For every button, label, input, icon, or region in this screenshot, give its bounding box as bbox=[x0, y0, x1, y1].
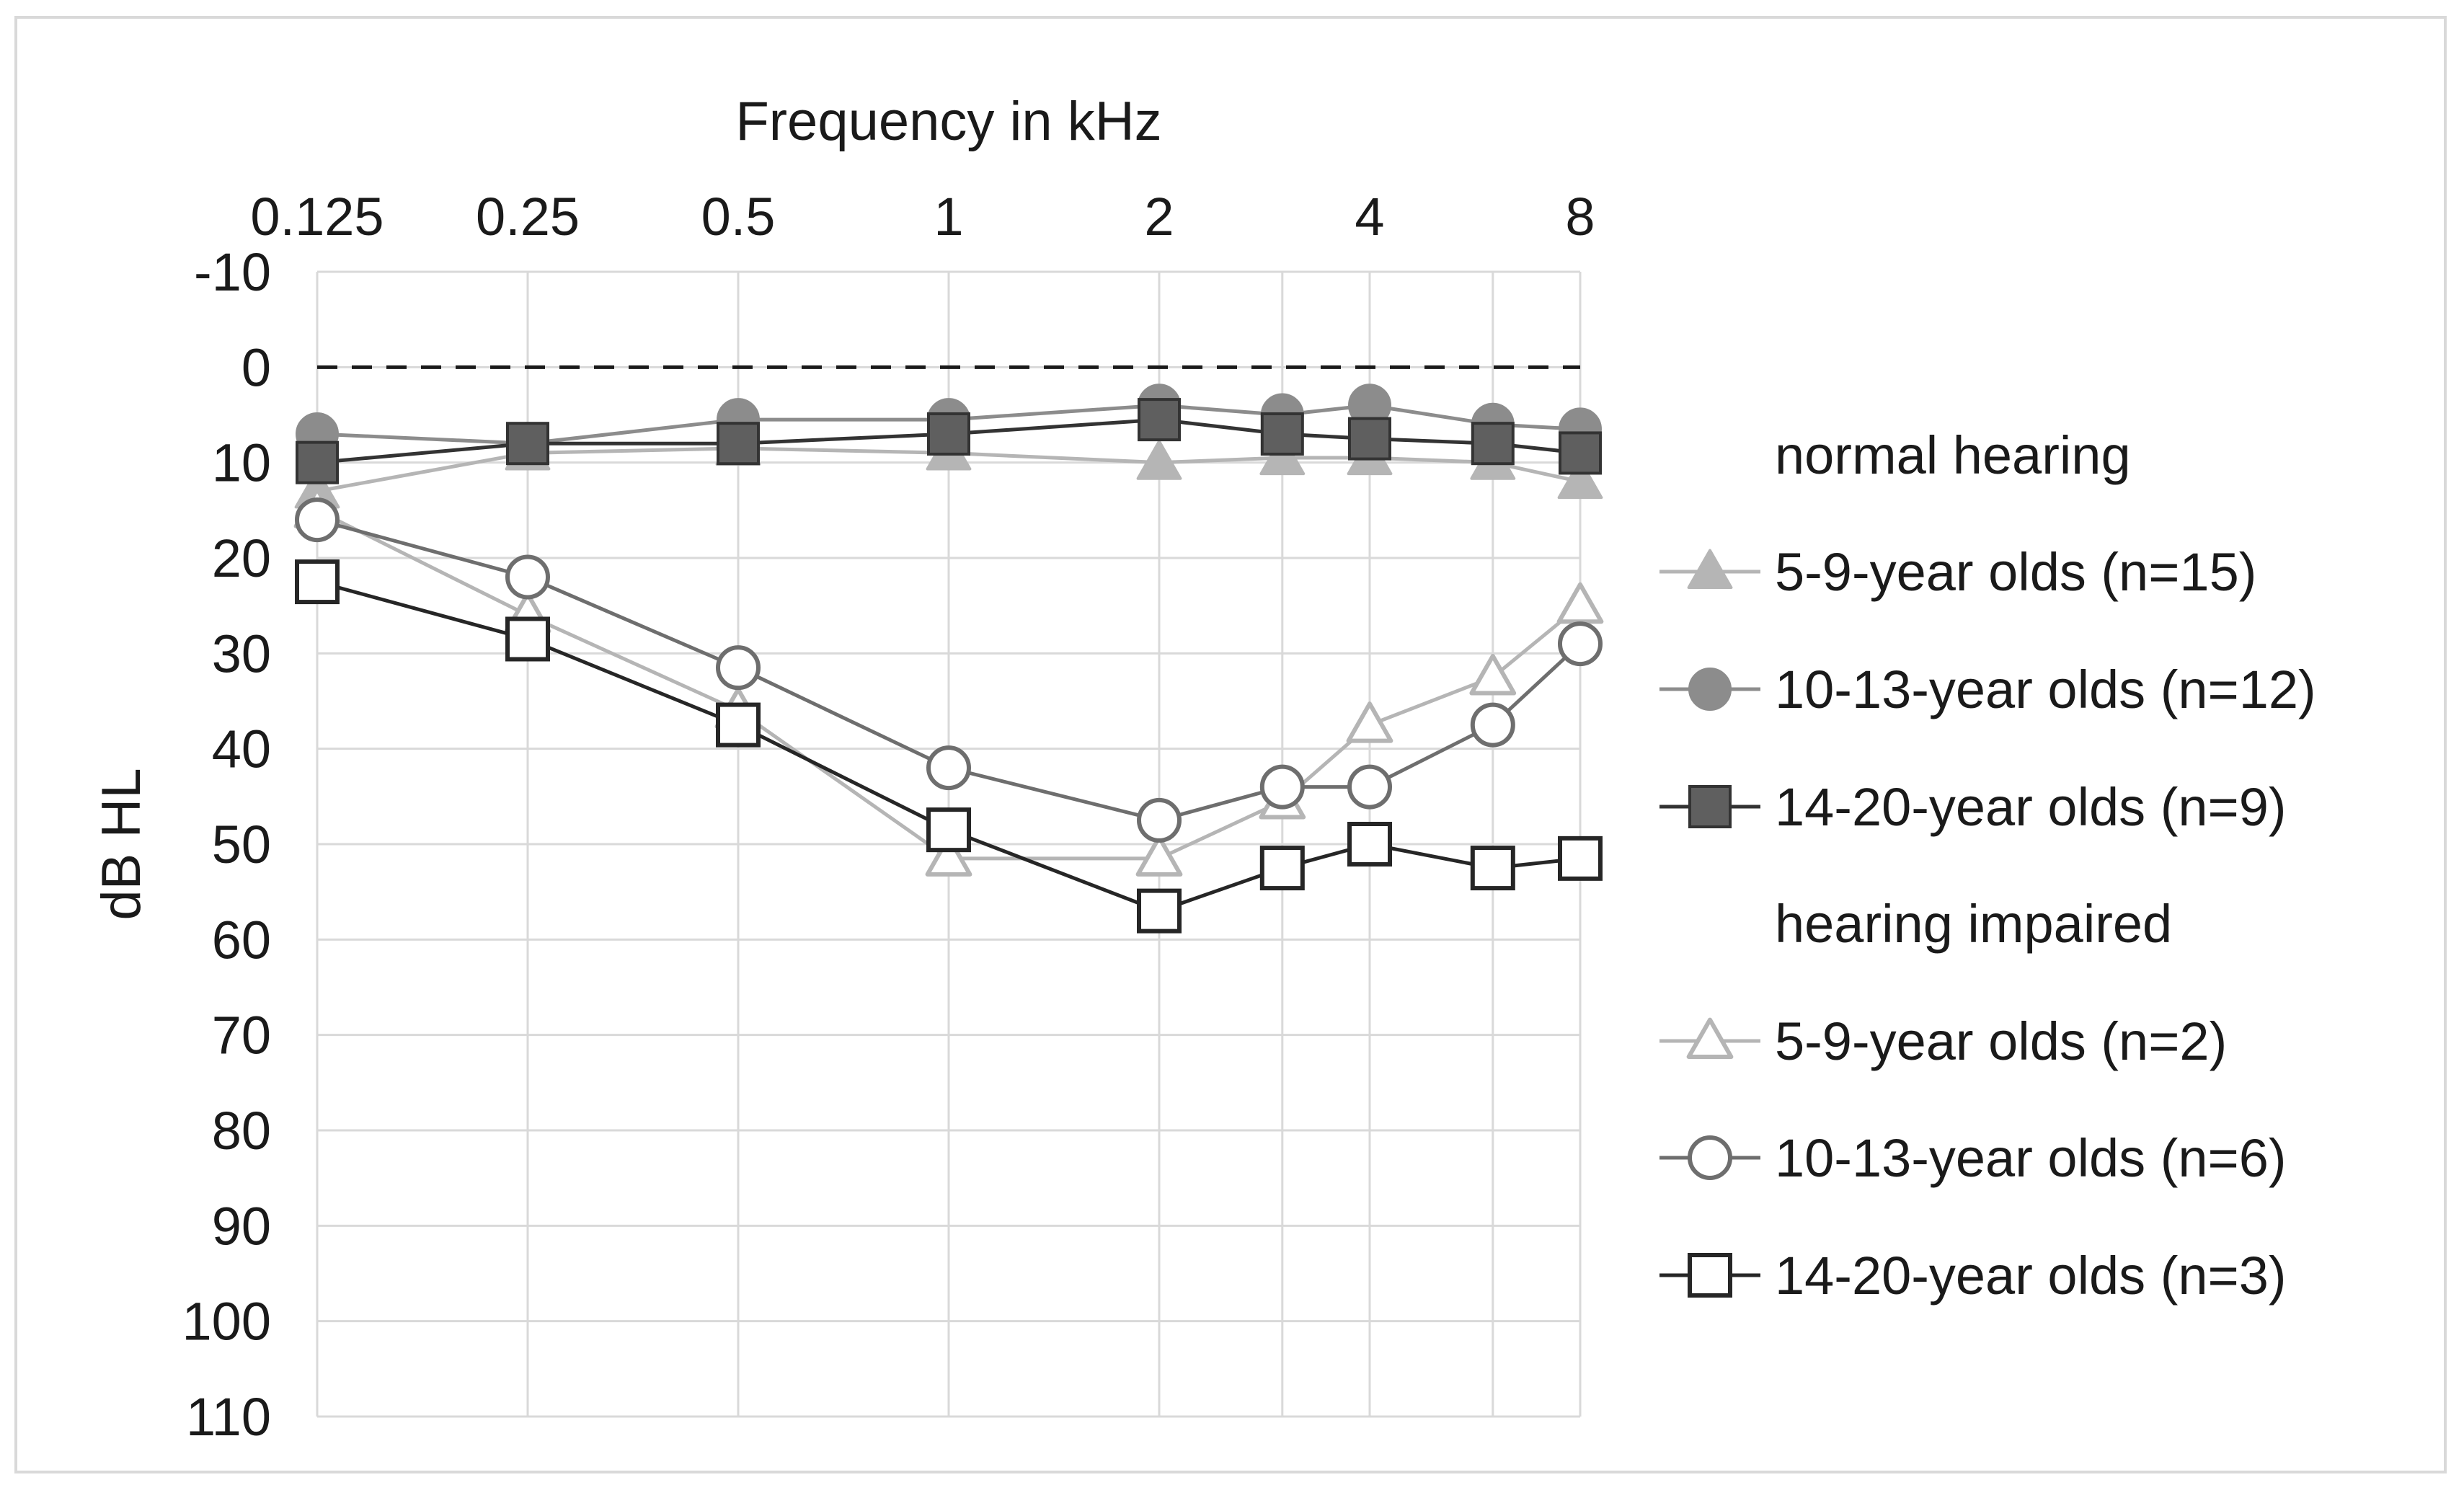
data-point bbox=[1260, 412, 1304, 456]
legend-item: 14-20-year olds (n=9) bbox=[1659, 777, 2287, 837]
x-tick-label: 1 bbox=[934, 187, 963, 247]
x-tick-labels: 0.125 0.25 0.5 1 2 4 8 bbox=[250, 187, 1595, 247]
data-point bbox=[1559, 431, 1602, 475]
legend-swatch-marker bbox=[1688, 668, 1732, 711]
x-tick-label: 0.5 bbox=[701, 187, 776, 247]
y-tick-label: 80 bbox=[212, 1101, 271, 1161]
legend-item: 10-13-year olds (n=6) bbox=[1659, 1128, 2287, 1188]
y-tick-label: 90 bbox=[212, 1196, 271, 1256]
y-tick-label: -10 bbox=[194, 242, 271, 302]
data-point bbox=[1469, 654, 1517, 696]
data-point bbox=[505, 616, 550, 662]
y-tick-labels: -10 0 10 20 30 40 50 60 70 80 90 100 110 bbox=[182, 242, 271, 1447]
legend-label: 10-13-year olds (n=6) bbox=[1775, 1128, 2287, 1188]
legend-label: 5-9-year olds (n=2) bbox=[1775, 1011, 2227, 1071]
legend-group-normal: normal hearing bbox=[1775, 425, 2131, 485]
data-point bbox=[1137, 797, 1182, 843]
y-tick-label: 70 bbox=[212, 1006, 271, 1065]
data-point bbox=[927, 412, 970, 456]
legend-label: 14-20-year olds (n=9) bbox=[1775, 777, 2287, 837]
audiogram-chart: 0.125 0.25 0.5 1 2 4 8 -10 0 10 20 30 40 50 60 70 80 90 1… bbox=[91, 91, 2316, 1447]
chart-frame: 0.125 0.25 0.5 1 2 4 8 -10 0 10 20 30 40 50 60 70 80 90 1… bbox=[14, 16, 2447, 1473]
data-point bbox=[1347, 764, 1392, 810]
x-axis-title: Frequency in kHz bbox=[735, 91, 1161, 152]
legend-group-impaired: hearing impaired bbox=[1775, 894, 2172, 954]
data-point bbox=[506, 422, 549, 466]
data-point bbox=[926, 745, 971, 791]
data-point bbox=[1347, 822, 1392, 867]
series-5 bbox=[295, 497, 1603, 843]
data-point bbox=[1556, 582, 1604, 624]
data-point bbox=[1138, 398, 1181, 442]
series-6 bbox=[295, 559, 1603, 934]
data-point bbox=[1259, 846, 1305, 891]
y-tick-label: 0 bbox=[241, 337, 271, 397]
legend-swatch-marker bbox=[1686, 1017, 1734, 1060]
data-point bbox=[1558, 836, 1603, 881]
legend-label: 5-9-year olds (n=15) bbox=[1775, 542, 2256, 602]
x-tick-label: 0.125 bbox=[250, 187, 384, 247]
data-point bbox=[1136, 440, 1182, 480]
data-point bbox=[1346, 701, 1393, 743]
y-axis-title: dB HL bbox=[91, 768, 152, 920]
y-tick-label: 110 bbox=[186, 1387, 271, 1447]
x-tick-label: 0.25 bbox=[476, 187, 580, 247]
data-point bbox=[1471, 422, 1515, 466]
data-point bbox=[1558, 621, 1603, 667]
legend: normal hearing 5-9-year olds (n=15) 10-13-… bbox=[1659, 425, 2316, 1306]
data-point bbox=[925, 835, 972, 877]
legend-swatch-marker bbox=[1688, 785, 1732, 828]
legend-swatch-marker bbox=[1688, 1253, 1732, 1298]
data-point bbox=[1137, 888, 1182, 934]
x-tick-label: 4 bbox=[1355, 187, 1384, 247]
data-point bbox=[295, 497, 340, 543]
data-point bbox=[716, 645, 761, 691]
y-tick-label: 100 bbox=[182, 1292, 271, 1352]
data-point bbox=[296, 440, 339, 484]
data-point bbox=[716, 702, 761, 748]
legend-item: 5-9-year olds (n=15) bbox=[1659, 542, 2256, 602]
legend-swatch-marker bbox=[1687, 549, 1733, 590]
y-tick-label: 30 bbox=[212, 624, 271, 683]
data-point bbox=[1557, 458, 1603, 500]
legend-item: 10-13-year olds (n=12) bbox=[1659, 660, 2316, 719]
data-point bbox=[1348, 417, 1391, 461]
y-tick-label: 50 bbox=[212, 815, 271, 874]
data-point bbox=[295, 559, 340, 605]
y-tick-label: 10 bbox=[212, 433, 271, 493]
legend-item: 5-9-year olds (n=2) bbox=[1659, 1011, 2227, 1071]
data-point bbox=[926, 807, 971, 853]
legend-label: 14-20-year olds (n=3) bbox=[1775, 1246, 2287, 1306]
y-tick-label: 40 bbox=[212, 719, 271, 779]
series-layer bbox=[293, 384, 1604, 934]
data-point bbox=[717, 422, 760, 466]
y-tick-label: 60 bbox=[212, 910, 271, 970]
x-tick-label: 2 bbox=[1144, 187, 1174, 247]
data-point bbox=[1470, 846, 1515, 891]
x-tick-label: 8 bbox=[1565, 187, 1595, 247]
data-point bbox=[1470, 702, 1515, 748]
data-point bbox=[505, 554, 550, 600]
legend-label: 10-13-year olds (n=12) bbox=[1775, 660, 2316, 719]
data-point bbox=[1135, 835, 1183, 877]
y-tick-label: 20 bbox=[212, 528, 271, 588]
legend-item: 14-20-year olds (n=3) bbox=[1659, 1246, 2287, 1306]
data-point bbox=[1259, 764, 1305, 810]
series-3 bbox=[296, 398, 1602, 484]
legend-swatch-marker bbox=[1688, 1135, 1732, 1180]
